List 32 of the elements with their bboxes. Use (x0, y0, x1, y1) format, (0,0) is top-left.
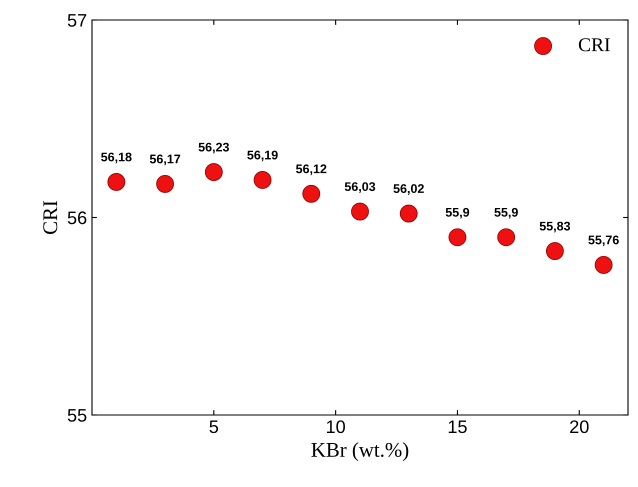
x-tick-label: 10 (326, 420, 345, 434)
y-tick-label: 57 (68, 14, 86, 27)
data-label: 56,18 (101, 152, 132, 164)
point (302, 184, 320, 203)
data-label: 55,9 (494, 208, 518, 219)
x-tick-label: 15 (448, 420, 467, 434)
legend-label: CRI (578, 38, 610, 52)
point (497, 228, 516, 246)
point (594, 256, 613, 274)
data-label: 56,03 (344, 182, 376, 193)
y-tick-label: 55 (68, 409, 86, 422)
point (254, 171, 272, 189)
data-label: 56,02 (393, 184, 424, 195)
data-label: 56,12 (296, 164, 326, 176)
data-label: 56,19 (247, 150, 278, 162)
data-label: 55,76 (588, 236, 619, 246)
point (546, 242, 564, 260)
data-label: 55,83 (540, 222, 570, 232)
point (400, 204, 418, 222)
point (156, 175, 174, 193)
y-axis-title: CRI (43, 200, 58, 234)
data-label: 55,9 (446, 208, 470, 219)
y-tick-label: 56 (68, 211, 86, 224)
point (107, 173, 126, 191)
point (351, 202, 369, 220)
x-tick-label: 20 (570, 420, 589, 434)
point (448, 228, 466, 246)
point (204, 163, 223, 181)
x-axis-title: KBr (wt.%) (311, 442, 408, 462)
data-label: 56,23 (198, 142, 230, 154)
data-label: 56,17 (150, 154, 180, 166)
x-tick-label: 5 (210, 420, 218, 434)
